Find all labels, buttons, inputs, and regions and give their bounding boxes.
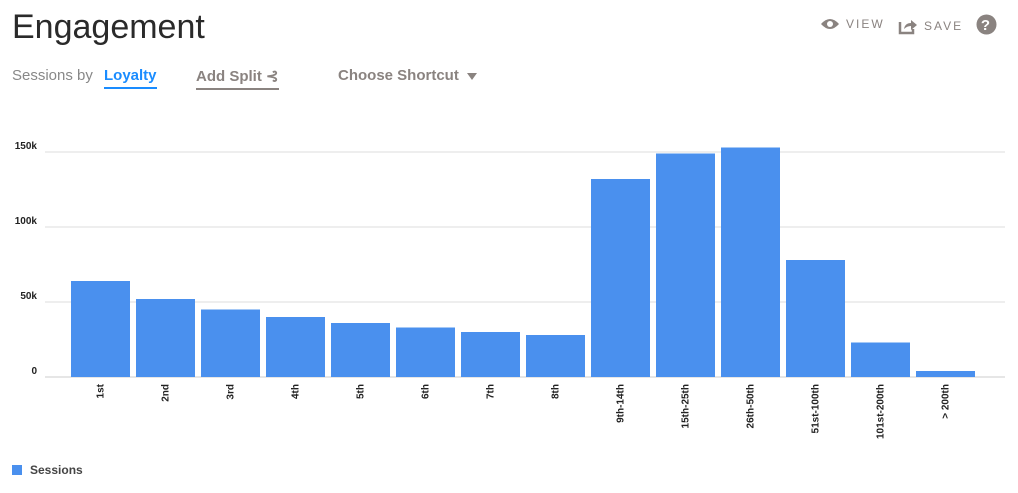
bar: [331, 323, 390, 377]
bar: [396, 327, 455, 377]
save-button[interactable]: SAVE: [898, 17, 963, 35]
add-split-label: Add Split: [196, 68, 262, 85]
x-tick-label: 3rd: [226, 384, 237, 400]
bar: [266, 317, 325, 377]
share-icon: [898, 20, 917, 35]
help-button[interactable]: ?: [976, 14, 997, 35]
bar: [721, 147, 780, 377]
bar: [201, 309, 260, 377]
x-tick-label: 101st-200th: [876, 384, 887, 439]
bar: [461, 332, 520, 377]
x-tick-label: 5th: [356, 384, 367, 399]
sessions-by-label: Sessions by: [12, 67, 93, 84]
view-label: VIEW: [846, 17, 885, 31]
y-tick-label: 0: [31, 366, 37, 377]
bar: [786, 260, 845, 377]
x-tick-label: 4th: [291, 384, 302, 399]
bar-chart: 0 50k 100k 150k 1st 2nd 3rd 4th 5th 6th 7th 8th 9th-…: [15, 141, 1005, 439]
x-tick-label: 26th-50th: [746, 384, 757, 428]
x-tick-label: 6th: [421, 384, 432, 399]
bar: [526, 335, 585, 377]
add-split-button[interactable]: Add Split ⊰: [196, 67, 279, 90]
y-tick-label: 50k: [20, 291, 37, 302]
x-tick-label: 7th: [486, 384, 497, 399]
bar: [916, 371, 975, 377]
x-tick-label: 15th-25th: [681, 384, 692, 428]
bar: [71, 281, 130, 377]
split-icon: ⊰: [266, 68, 279, 85]
save-label: SAVE: [924, 19, 964, 33]
eye-icon: [821, 19, 839, 29]
x-tick-label: > 200th: [941, 384, 952, 419]
x-tick-label: 1st: [96, 383, 107, 398]
page-title: Engagement: [12, 8, 205, 46]
bar: [591, 179, 650, 377]
dimension-selector[interactable]: Loyalty: [104, 67, 157, 89]
svg-text:?: ?: [981, 17, 992, 34]
y-tick-label: 150k: [15, 141, 38, 152]
help-icon: ?: [976, 14, 997, 35]
legend[interactable]: Sessions: [12, 463, 83, 477]
view-button[interactable]: VIEW: [820, 17, 885, 31]
x-tick-label: 8th: [551, 384, 562, 399]
x-tick-label: 51st-100th: [811, 384, 822, 433]
legend-swatch: [12, 465, 22, 475]
x-tick-label: 9th-14th: [616, 384, 627, 423]
bar: [656, 153, 715, 377]
caret-down-icon: [466, 72, 477, 80]
shortcut-label: Choose Shortcut: [338, 67, 459, 84]
choose-shortcut-dropdown[interactable]: Choose Shortcut: [338, 67, 477, 84]
bar: [851, 342, 910, 377]
bar: [136, 299, 195, 377]
x-tick-label: 2nd: [161, 384, 172, 402]
y-tick-label: 100k: [15, 216, 38, 227]
legend-label: Sessions: [30, 463, 83, 477]
